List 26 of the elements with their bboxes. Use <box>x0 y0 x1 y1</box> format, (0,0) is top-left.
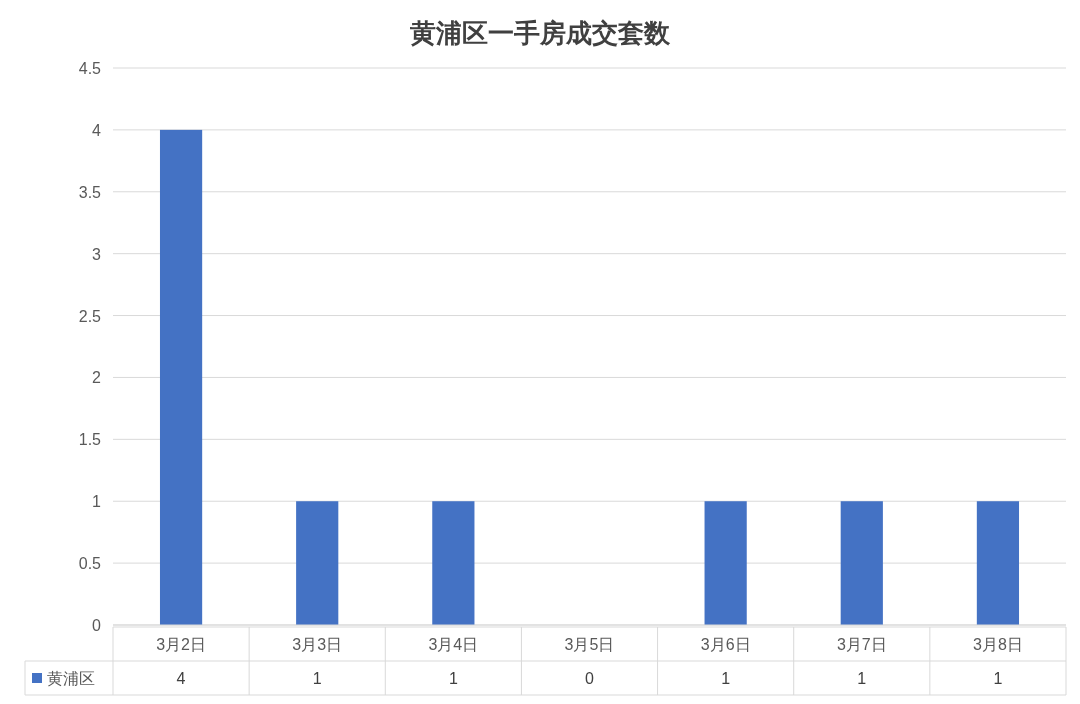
y-tick-label: 1.5 <box>78 431 102 449</box>
y-tick-label: 0 <box>92 617 102 634</box>
y-tick-label: 4 <box>92 121 102 139</box>
y-tick-label: 2.5 <box>78 307 102 325</box>
x-tick-label: 3月5日 <box>564 636 615 653</box>
x-tick-label: 3月2日 <box>156 636 206 653</box>
x-tick-label: 3月7日 <box>836 636 887 653</box>
data-label: 1 <box>857 670 867 687</box>
x-tick-label: 3月8日 <box>973 636 1023 653</box>
legend-label: 黄浦区 <box>47 670 95 687</box>
data-label: 1 <box>993 670 1003 687</box>
x-tick-label: 3月4日 <box>428 636 479 653</box>
data-label: 0 <box>585 670 595 687</box>
y-tick-label: 3 <box>92 245 102 263</box>
data-label: 1 <box>312 670 322 687</box>
data-label: 4 <box>176 670 186 687</box>
chart-title: 黄浦区一手房成交套数 <box>409 18 671 48</box>
data-label: 1 <box>721 670 731 687</box>
y-tick-label: 1 <box>92 493 102 511</box>
x-tick-label: 3月6日 <box>700 636 751 653</box>
y-tick-label: 4.5 <box>78 60 102 77</box>
y-tick-label: 3.5 <box>78 183 102 201</box>
y-tick-label: 2 <box>92 369 102 387</box>
y-tick-label: 0.5 <box>78 555 102 573</box>
data-label: 1 <box>448 670 458 687</box>
x-tick-label: 3月3日 <box>292 636 343 653</box>
